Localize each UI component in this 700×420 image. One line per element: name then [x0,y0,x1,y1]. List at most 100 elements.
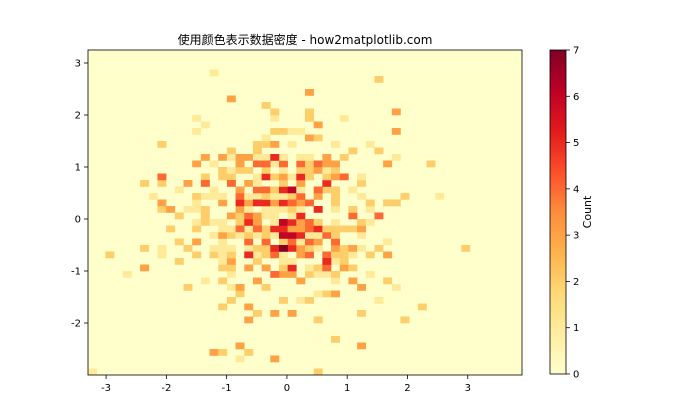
heatmap-cell [200,180,210,187]
heatmap-cell [322,173,332,181]
heatmap-cell [357,225,367,233]
heatmap-cell [435,193,445,200]
heatmap-cell [313,206,323,213]
heatmap-cell [218,303,228,311]
heatmap-cell [322,154,332,161]
heatmap-cell [339,115,349,122]
heatmap-cell [331,173,341,181]
heatmap-cell [200,121,210,129]
heatmap-cell [157,173,167,181]
heatmap-cell [313,225,323,233]
heatmap-cell [357,193,367,200]
heatmap-cell [331,245,341,252]
heatmap-cell [322,290,332,298]
heatmap-cell [209,193,219,200]
heatmap-cell [287,193,297,200]
heatmap-cell [278,160,288,168]
heatmap-cell [296,277,306,285]
heatmap-cell [244,193,254,200]
heatmap-cell [339,258,349,265]
heatmap-cell [331,186,341,194]
heatmap-cell [278,258,288,265]
heatmap-cell [226,245,236,252]
heatmap-cell [322,232,332,239]
heatmap-cell [261,186,271,194]
heatmap-cell [218,232,228,239]
heatmap-cell [157,180,167,187]
heatmap-cell [244,206,254,213]
heatmap-cell [226,232,236,239]
heatmap-cell [261,102,271,109]
colorbar: 0 1 2 3 4 5 6 7 Count [549,46,594,381]
heatmap-cell [322,264,332,272]
heatmap-cell [383,277,393,285]
heatmap-cell [278,251,288,259]
y-tick-label: -1 [71,267,81,278]
heatmap-cell [313,271,323,278]
heatmap-cell [287,232,297,239]
heatmap-cell [339,264,349,272]
heatmap-cell [357,245,367,252]
heatmap-cell [200,206,210,213]
heatmap-cell [218,251,228,259]
heatmap-cell [400,193,410,200]
heatmap-cell [278,193,288,200]
heatmap-cell [244,154,254,161]
heatmap-cell [287,212,297,220]
heatmap-cell [278,128,288,135]
heatmap-cell [270,271,280,278]
heatmap-cell [226,173,236,181]
heatmap-cell [313,160,323,168]
heatmap-cell [305,297,314,304]
heatmap-cell [252,154,262,161]
heatmap-cell [270,199,280,207]
heatmap-cell [226,251,236,259]
heatmap-cell [278,186,288,194]
heatmap-cell [287,141,297,148]
heatmap-cell [200,219,210,226]
heatmap-cell [322,225,332,233]
heatmap-cell [374,212,384,220]
heatmap-cell [331,258,341,265]
heatmap-cell [339,225,349,233]
colorbar-tick-label: 0 [573,370,579,381]
heatmap-cell [218,193,228,200]
heatmap-cell [235,160,245,168]
heatmap-cell [339,173,349,181]
heatmap-cell [200,193,210,200]
heatmap-cell [322,167,332,174]
heatmap-cell [331,290,341,298]
heatmap-cell [218,277,228,285]
heatmap-cell [270,219,280,226]
heatmap-cell [296,225,306,233]
heatmap-cell [157,199,167,207]
heatmap-cell [270,232,280,239]
heatmap-cell [270,160,280,168]
heatmap-cell [313,264,323,272]
heatmap-cell [331,206,341,213]
heatmap-cell [296,173,306,181]
x-axis: -3 -2 -1 0 1 2 3 [101,375,471,394]
heatmap-cell [357,342,367,350]
heatmap-cell [183,206,193,213]
heatmap-cell [261,199,271,207]
heatmap-cell [261,284,271,291]
x-tick-label: -1 [222,383,232,394]
heatmap-cell [226,147,236,155]
heatmap-cell [140,264,150,272]
heatmap-cell [270,128,280,135]
heatmap-cell [296,206,306,213]
heatmap-cell [226,95,236,103]
heatmap-cell [174,258,184,265]
heatmap-cell [305,89,314,96]
heatmap-cell [331,251,341,259]
heatmap-cell [209,160,219,168]
heatmap-cell [348,225,358,233]
heatmap-cell [192,206,202,213]
heatmap-cell [270,206,280,213]
heatmap-cell [192,160,202,168]
heatmap-cell [357,310,367,317]
y-tick-label: 0 [75,215,81,226]
heatmap-cell [235,232,245,239]
